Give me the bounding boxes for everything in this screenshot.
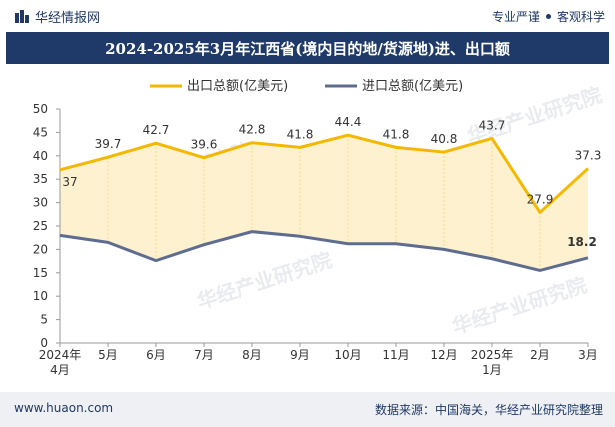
- export-data-label-8: 40.8: [431, 132, 458, 146]
- export-series-line: [59, 133, 590, 214]
- chart-title-bar: 2024-2025年3月年江西省(境内目的地/货源地)进、出口额: [6, 32, 609, 64]
- export-data-label-3: 39.6: [191, 138, 218, 152]
- x-tick-label-5: 9月: [290, 348, 310, 362]
- watermark-4: 华经产业研究院: [449, 273, 590, 339]
- export-data-label-7: 41.8: [383, 127, 410, 141]
- watermark-3: 华经产业研究院: [464, 83, 605, 149]
- y-tick-label-15: 15: [33, 266, 48, 280]
- footer-source: 数据来源：中国海关，华经产业研究院整理: [374, 403, 603, 417]
- export-data-label-5: 41.8: [287, 127, 314, 141]
- import-data-label-11: 18.2: [567, 235, 597, 249]
- x-tick-label-7: 11月: [382, 348, 409, 362]
- gap-fill-area: [60, 135, 588, 271]
- x-tick-label-4: 8月: [242, 348, 262, 362]
- export-data-label-9: 43.7: [479, 118, 506, 132]
- import-series-line: [59, 230, 589, 272]
- brand: 华经情报网: [14, 7, 100, 26]
- export-data-label-1: 39.7: [95, 137, 122, 151]
- export-data-label-6: 44.4: [335, 115, 362, 129]
- tagline-left: 专业严谨: [491, 10, 540, 24]
- x-tick-label-3: 7月: [194, 348, 214, 362]
- chart-title: 2024-2025年3月年江西省(境内目的地/货源地)进、出口额: [105, 39, 510, 58]
- x-tick-label-1: 5月: [98, 348, 118, 362]
- watermark-2: 华经产业研究院: [194, 248, 335, 314]
- brand-logo-icon: [15, 9, 29, 23]
- y-tick-label-45: 45: [33, 125, 48, 139]
- brand-name: 华经情报网: [35, 11, 101, 26]
- y-tick-label-10: 10: [33, 289, 48, 303]
- x-tick-label-6: 10月: [334, 348, 361, 362]
- export-data-label-10: 27.9: [527, 192, 554, 206]
- y-tick-label-0: 0: [40, 336, 48, 350]
- y-tick-label-50: 50: [33, 102, 48, 116]
- export-data-label-0: 37: [62, 175, 77, 189]
- export-data-label-4: 42.8: [239, 123, 266, 137]
- y-tick-label-25: 25: [33, 219, 48, 233]
- x-tick-label-0-line2: 4月: [50, 363, 70, 377]
- export-data-label-11: 37.3: [575, 148, 602, 162]
- x-tick-label-8: 12月: [430, 348, 457, 362]
- y-tick-label-35: 35: [33, 172, 48, 186]
- export-data-label-2: 42.7: [143, 123, 170, 137]
- line-chart: 华经产业研究院华经产业研究院华经产业研究院华经产业研究院华经产业研究院05101…: [33, 79, 605, 377]
- tagline-right: 客观科学: [556, 10, 605, 24]
- separator-dot-icon: [545, 14, 551, 19]
- x-tick-label-0: 2024年: [39, 348, 82, 362]
- y-tick-label-40: 40: [33, 149, 48, 163]
- y-tick-label-30: 30: [33, 196, 48, 210]
- legend-export-label: 出口总额(亿美元): [187, 79, 288, 94]
- legend-import-label: 进口总额(亿美元): [362, 79, 463, 94]
- x-tick-label-10: 2月: [530, 348, 550, 362]
- tagline: 专业严谨 客观科学: [492, 8, 605, 25]
- top-bar: 华经情报网 专业严谨 客观科学: [0, 0, 615, 32]
- footer: www.huaon.com 数据来源：中国海关，华经产业研究院整理: [0, 392, 615, 427]
- y-tick-label-5: 5: [40, 313, 48, 327]
- y-tick-label-20: 20: [33, 242, 48, 256]
- footer-website: www.huaon.com: [14, 401, 114, 415]
- x-tick-label-2: 6月: [146, 348, 166, 362]
- x-tick-label-11: 3月: [578, 348, 598, 362]
- x-tick-label-9: 2025年: [471, 348, 514, 362]
- x-tick-label-9-line2: 1月: [482, 363, 502, 377]
